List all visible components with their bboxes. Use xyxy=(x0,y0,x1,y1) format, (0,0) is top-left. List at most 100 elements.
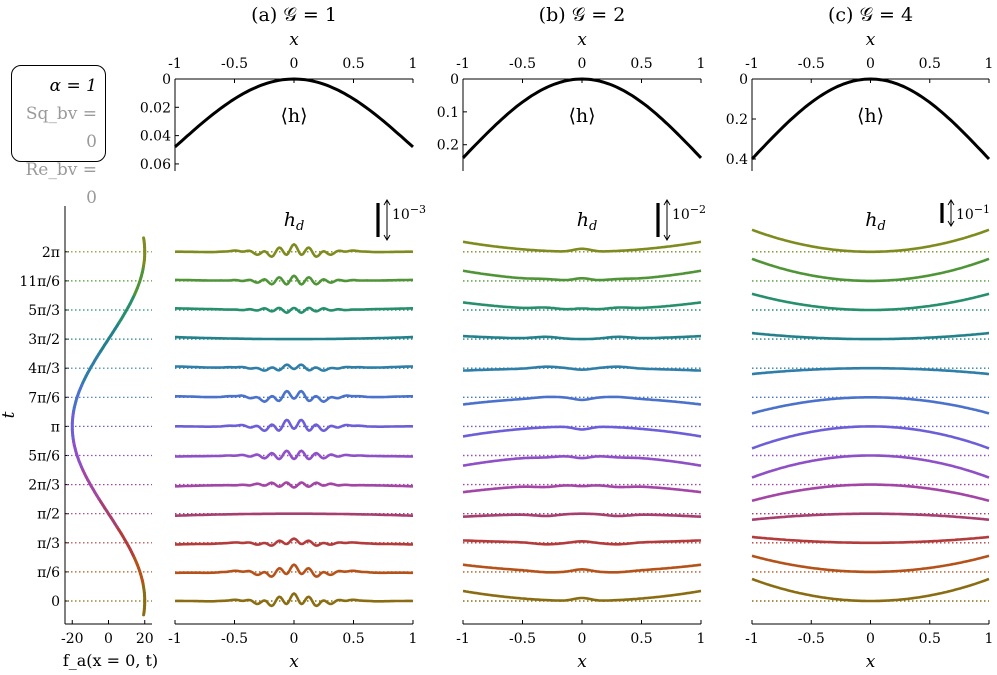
fa-xlabel: f_a(x = 0, t) xyxy=(63,651,158,670)
bottom-xtick-label: -0.5 xyxy=(509,631,536,647)
scale-arrow-head-down xyxy=(663,234,671,241)
panel-title-a: (a) 𝒢 = 1 xyxy=(251,4,337,26)
hd-label: hd xyxy=(284,209,305,234)
hd-trace-1 xyxy=(175,563,413,578)
hd-trace-10 xyxy=(751,292,990,312)
top-xtick-label: 0.5 xyxy=(342,56,364,72)
hd-trace-11 xyxy=(175,274,413,286)
legend-alpha: α = 1 xyxy=(49,76,97,96)
hd-trace-7 xyxy=(462,395,702,406)
top-ytick-label: 0.02 xyxy=(140,100,171,116)
t-tick-label: 2π/3 xyxy=(28,478,60,494)
bottom-xtick-label: -0.5 xyxy=(221,631,248,647)
hd-trace-6 xyxy=(174,418,414,433)
hd-trace-5 xyxy=(175,449,413,461)
scale-arrow-head-down xyxy=(947,220,955,227)
hd-trace-0 xyxy=(751,577,990,603)
scale-label: 10−2 xyxy=(672,203,706,223)
top-xtick-label: 1 xyxy=(409,56,418,72)
top-ytick-label: 0.2 xyxy=(437,138,459,154)
scale-arrow-head-up xyxy=(947,199,955,206)
hd-trace-11 xyxy=(462,269,702,282)
bottom-xtick-label: 1 xyxy=(985,631,994,647)
hd-trace-3 xyxy=(751,512,990,521)
top-ytick-label: 0 xyxy=(739,72,748,88)
hd-trace-3 xyxy=(175,512,413,517)
legend-re: Re_bv = 0 xyxy=(25,160,98,208)
bottom-xtick-label: 1 xyxy=(697,631,706,647)
t-tick-label: 11π/6 xyxy=(19,274,60,290)
hd-trace-6 xyxy=(462,425,702,438)
fa-curve-segment xyxy=(142,236,146,243)
hd-trace-8 xyxy=(751,366,990,376)
hd-trace-8 xyxy=(462,365,702,372)
bottom-xtick-label: 0.5 xyxy=(630,631,652,647)
top-ytick-label: 0 xyxy=(450,72,459,88)
mean-profile-line xyxy=(750,77,991,161)
top-xtick-label: 1 xyxy=(697,56,706,72)
profile-panel-b: (b) 𝒢 = 2 x -1 -0.5 0 0.5 1 0 0.1 0.2 ⟨h⟩ hd 10−2 xyxy=(437,4,706,241)
top-ytick-label: 0.04 xyxy=(140,129,171,145)
hd-trace-9 xyxy=(175,335,413,341)
bottom-xlabel: x xyxy=(289,652,299,672)
profile-panel-c: (c) 𝒢 = 4 x -1 -0.5 0 0.5 1 0 0.2 0.4 ⟨h⟩ hd 10−1 xyxy=(726,4,994,234)
bottom-xtick-label: 0 xyxy=(578,631,587,647)
hd-trace-9 xyxy=(462,334,702,341)
hd-trace-4 xyxy=(462,484,702,494)
top-xtick-label: -0.5 xyxy=(798,56,825,72)
top-xtick-label: 0.5 xyxy=(630,56,652,72)
hd-trace-5 xyxy=(751,454,990,479)
hd-trace-11 xyxy=(751,257,990,283)
bottom-xtick-label: -1 xyxy=(745,631,759,647)
t-tick-label: 2π xyxy=(42,245,60,261)
t-tick-label: 4π/3 xyxy=(28,361,60,377)
hd-panel-a: -1 -0.5 0 0.5 1 x xyxy=(67,243,418,672)
hd-trace-4 xyxy=(175,481,413,489)
top-xtick-label: -0.5 xyxy=(509,56,536,72)
t-tick-label: π/2 xyxy=(37,507,60,523)
t-tick-label: 7π/6 xyxy=(28,390,60,406)
fa-xtick-label: -20 xyxy=(61,631,84,647)
t-tick-label: π xyxy=(51,419,60,435)
top-xtick-label: 0.5 xyxy=(919,56,941,72)
bottom-xtick-label: 0 xyxy=(866,631,875,647)
bottom-xtick-label: 1 xyxy=(409,631,418,647)
top-xtick-label: 1 xyxy=(985,56,994,72)
top-xtick-label: -1 xyxy=(168,56,182,72)
hd-trace-10 xyxy=(462,301,702,311)
hd-trace-2 xyxy=(751,535,990,545)
bottom-xtick-label: -1 xyxy=(168,631,182,647)
top-xlabel-a: x xyxy=(289,30,299,50)
hd-trace-2 xyxy=(175,537,413,547)
top-ytick-label: 0.4 xyxy=(726,152,748,168)
mean-profile-line xyxy=(461,77,703,159)
scale-label: 10−3 xyxy=(392,203,426,223)
legend-sq: Sq_bv = 0 xyxy=(25,104,97,152)
hd-label: hd xyxy=(577,209,598,234)
top-ytick-label: 0.1 xyxy=(437,105,459,121)
hd-trace-1 xyxy=(462,563,702,574)
t-tick-label: π/3 xyxy=(37,536,60,552)
hd-trace-6 xyxy=(751,425,990,450)
scale-arrow-head-up xyxy=(663,199,671,206)
hd-trace-9 xyxy=(751,331,990,341)
hd-panel-b: -1 -0.5 0 0.5 1 x xyxy=(456,240,706,672)
hd-trace-5 xyxy=(462,455,702,467)
top-ytick-label: 0 xyxy=(162,72,171,88)
top-xlabel-c: x xyxy=(866,30,876,50)
hd-trace-0 xyxy=(174,592,414,608)
t-tick-label: 0 xyxy=(51,594,60,610)
hd-trace-1 xyxy=(751,554,990,574)
bottom-xtick-label: -0.5 xyxy=(798,631,825,647)
fa-ylabel: t xyxy=(0,411,19,418)
top-xtick-label: -1 xyxy=(456,56,470,72)
fa-xtick-label: 20 xyxy=(136,631,154,647)
t-tick-label: π/6 xyxy=(37,565,60,581)
hd-trace-7 xyxy=(751,396,990,415)
top-xtick-label: -1 xyxy=(745,56,759,72)
fa-xtick-label: 0 xyxy=(104,631,113,647)
mean-profile-label: ⟨h⟩ xyxy=(280,105,307,127)
bottom-xtick-label: 0.5 xyxy=(919,631,941,647)
scale-label: 10−1 xyxy=(956,203,990,223)
